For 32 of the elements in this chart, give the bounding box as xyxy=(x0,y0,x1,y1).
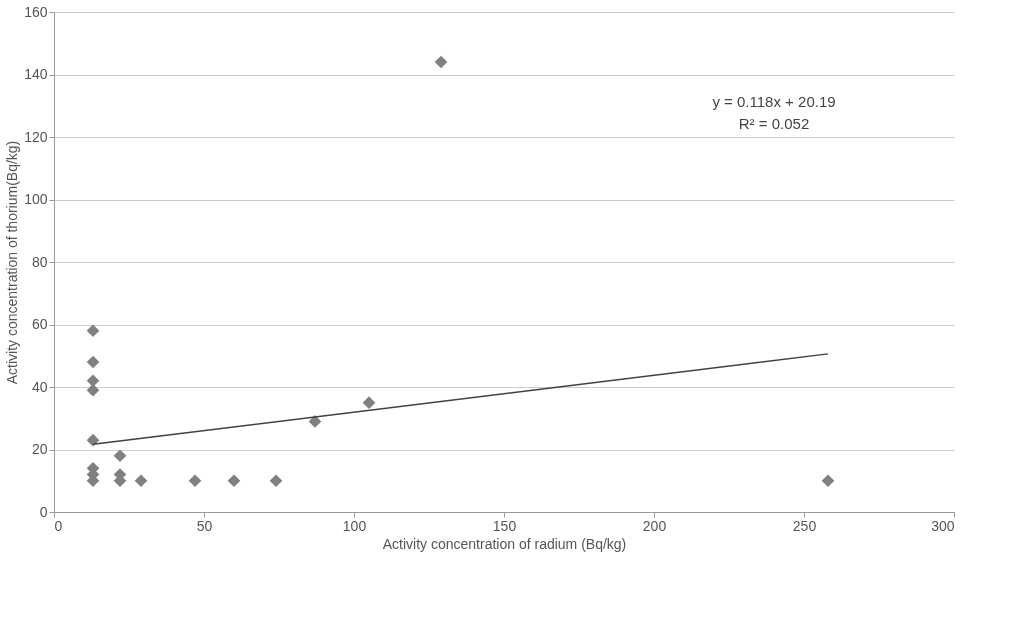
y-tick-label: 60 xyxy=(31,316,48,332)
point xyxy=(113,449,127,463)
x-tick-label: 200 xyxy=(642,517,667,534)
y-tick-label: 100 xyxy=(24,191,48,207)
point xyxy=(134,474,148,488)
point xyxy=(434,55,448,69)
x-tick-label: 250 xyxy=(792,517,817,534)
x-tick-label: 300 xyxy=(931,517,955,534)
y-tick-label: 40 xyxy=(31,378,48,395)
y-tick-label: 80 xyxy=(31,253,48,270)
x-axis-title: Activity concentration of radium (Bq/kg) xyxy=(382,535,627,552)
point xyxy=(86,374,100,388)
y-tick-label: 20 xyxy=(31,441,48,457)
point xyxy=(269,474,283,488)
point xyxy=(362,396,376,409)
y-tick-label: 160 xyxy=(24,3,48,20)
point xyxy=(227,474,241,488)
point xyxy=(86,383,100,397)
annotation: y = 0.118x + 20.19 xyxy=(712,93,836,110)
y-tick-label: 140 xyxy=(24,66,48,82)
point xyxy=(821,474,835,488)
point xyxy=(86,324,100,338)
x-tick-label: 100 xyxy=(342,517,367,534)
y-tick-label: 120 xyxy=(24,128,48,145)
x-tick-label: 0 xyxy=(54,517,63,534)
x-tick-label: 50 xyxy=(196,517,213,534)
point xyxy=(86,355,100,369)
y-axis-title: Activity concentration of thorium(Bq/kg) xyxy=(4,140,21,385)
y-tick-label: 0 xyxy=(39,503,48,520)
annotation: R² = 0.052 xyxy=(738,115,810,132)
point xyxy=(188,474,202,488)
x-tick-label: 150 xyxy=(492,517,517,534)
